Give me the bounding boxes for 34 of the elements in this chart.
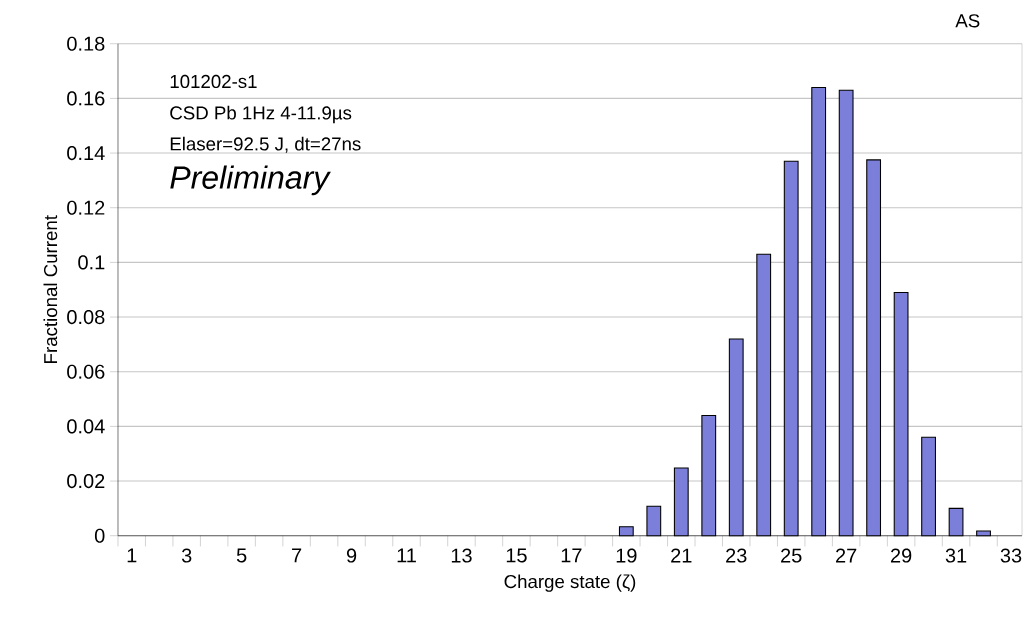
y-tick-label: 0.08 (67, 309, 105, 325)
x-tick-label: 19 (616, 548, 637, 563)
x-tick-label: 29 (890, 548, 912, 563)
x-tick-label: 31 (945, 548, 967, 563)
y-tick-label: 0.14 (67, 145, 105, 161)
x-tick-label: 3 (181, 548, 192, 563)
y-tick-label: 0.1 (78, 255, 105, 270)
y-tick-label: 0.18 (67, 36, 105, 51)
x-tick-label: 23 (726, 548, 747, 563)
y-tick-label: 0 (94, 528, 105, 543)
text: AS (955, 14, 980, 28)
x-tick-label: 7 (292, 548, 302, 563)
x-tick-label: 9 (346, 548, 357, 563)
y-tick-label: 0.04 (67, 419, 105, 434)
y-axis-title: Fractional Current (43, 215, 58, 363)
x-tick-label: 13 (451, 548, 472, 563)
x-tick-label: 25 (781, 548, 802, 563)
x-tick-label: 1 (127, 548, 137, 563)
annotation: CSD Pb 1Hz 4-11.9µs (170, 105, 352, 124)
x-tick-label: 27 (836, 548, 857, 563)
annotation: Elaser=92.5 J, dt=27ns (170, 136, 361, 153)
x-axis-title: Charge state (ζ) (504, 574, 636, 592)
annotation: Preliminary (170, 165, 331, 196)
y-tick-label: 0.16 (67, 91, 105, 106)
y-tick-label: 0.02 (67, 473, 105, 489)
x-tick-label: 15 (506, 548, 527, 563)
y-tick-label: 0.06 (67, 364, 105, 379)
x-tick-label: 21 (671, 548, 692, 563)
x-tick-label: 11 (397, 548, 416, 563)
x-tick-label: 17 (561, 548, 582, 563)
y-tick-label: 0.12 (67, 200, 105, 215)
x-tick-label: 33 (1000, 548, 1022, 563)
annotation: 101202-s1 (170, 74, 257, 89)
x-tick-label: 5 (236, 548, 247, 563)
